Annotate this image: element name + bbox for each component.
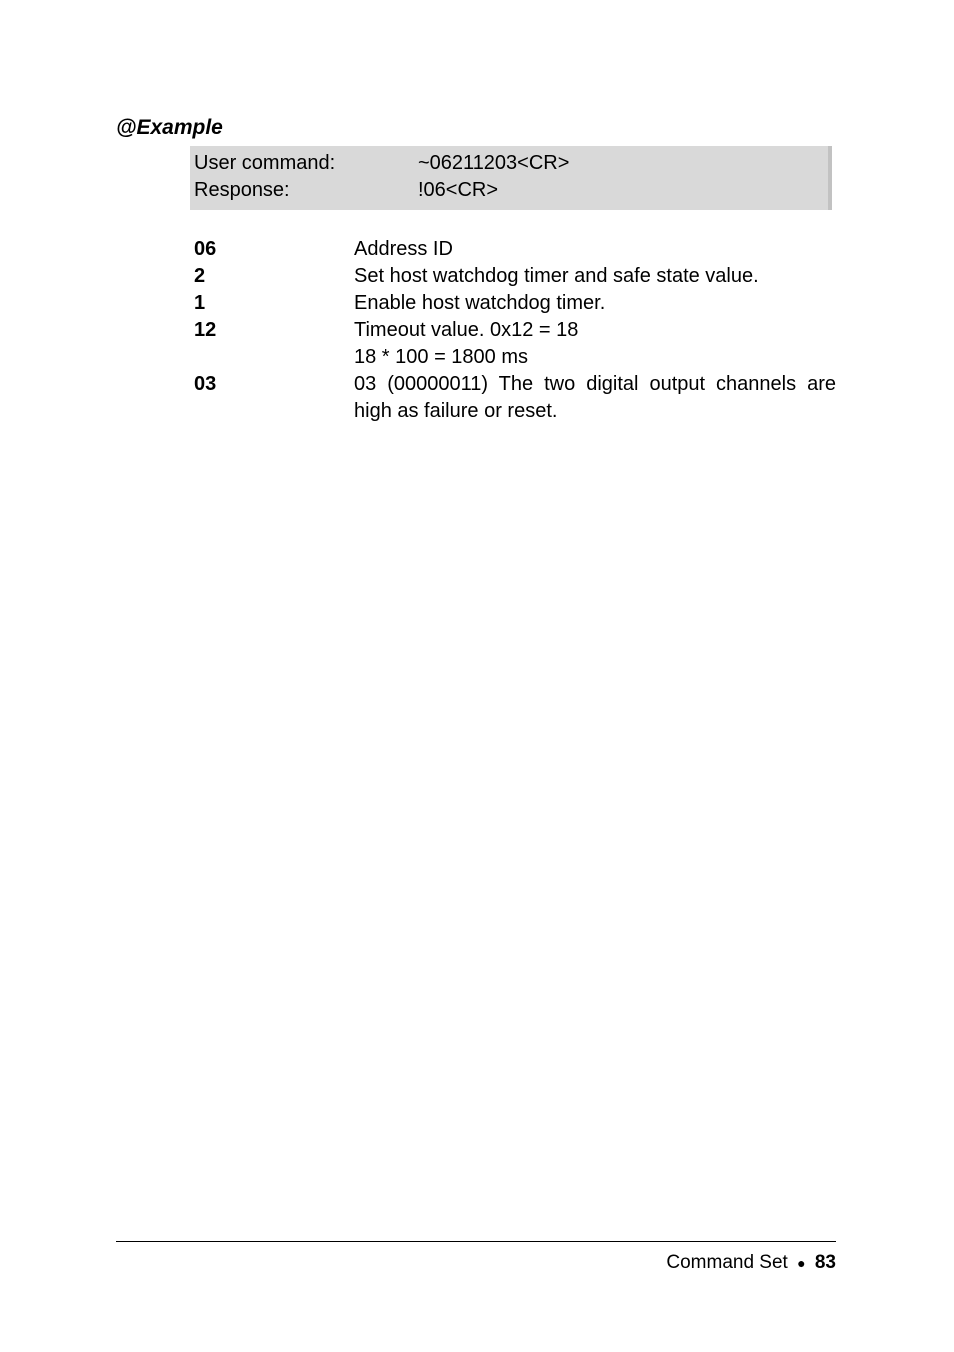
definition-key: 03 [194, 371, 354, 425]
footer-section-label: Command Set [666, 1252, 787, 1273]
example-row: Response: !06<CR> [190, 177, 828, 204]
page-footer: Command Set ● 83 [116, 1241, 836, 1274]
definition-row: 1 Enable host watchdog timer. [194, 290, 836, 317]
example-label: Response: [194, 177, 418, 204]
definition-value: 18 * 100 = 1800 ms [354, 344, 836, 371]
example-box: User command: ~06211203<CR> Response: !0… [190, 146, 832, 210]
example-value: !06<CR> [418, 177, 828, 204]
definition-row: 12 Timeout value. 0x12 = 18 [194, 317, 836, 344]
definition-row: 03 03 (00000011) The two digital output … [194, 371, 836, 425]
definition-row: 18 * 100 = 1800 ms [194, 344, 836, 371]
definition-row: 06 Address ID [194, 236, 836, 263]
definition-key: 12 [194, 317, 354, 344]
footer-page-number: 83 [815, 1252, 836, 1273]
definition-key [194, 344, 354, 371]
definition-key: 2 [194, 263, 354, 290]
definition-value: Timeout value. 0x12 = 18 [354, 317, 836, 344]
definition-value: Set host watchdog timer and safe state v… [354, 263, 836, 290]
example-value: ~06211203<CR> [418, 150, 828, 177]
definition-key: 1 [194, 290, 354, 317]
definition-row: 2 Set host watchdog timer and safe state… [194, 263, 836, 290]
example-row: User command: ~06211203<CR> [190, 150, 828, 177]
definition-value: Address ID [354, 236, 836, 263]
example-label: User command: [194, 150, 418, 177]
definitions-list: 06 Address ID 2 Set host watchdog timer … [194, 236, 836, 425]
definition-key: 06 [194, 236, 354, 263]
definition-value: Enable host watchdog timer. [354, 290, 836, 317]
bullet-icon: ● [793, 1255, 809, 1271]
definition-value: 03 (00000011) The two digital output cha… [354, 371, 836, 425]
section-title: @Example [116, 116, 836, 140]
